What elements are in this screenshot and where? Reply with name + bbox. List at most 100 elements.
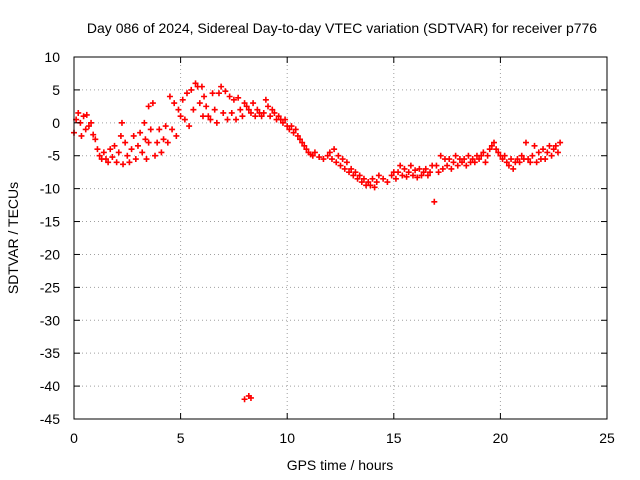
y-tick-label: -45	[40, 411, 60, 427]
data-point	[105, 159, 112, 166]
data-point	[535, 149, 542, 156]
data-point	[395, 169, 402, 176]
data-point	[311, 149, 318, 156]
y-tick-label: 0	[52, 115, 60, 131]
data-point	[550, 146, 557, 153]
x-tick-labels: 0 5 10 15 20 25	[70, 430, 615, 446]
data-point	[486, 146, 493, 153]
data-point	[215, 90, 222, 97]
data-point	[233, 116, 240, 123]
data-point	[503, 159, 510, 166]
data-point	[552, 142, 559, 149]
data-point	[88, 119, 95, 126]
data-point	[505, 162, 512, 169]
x-tick-label: 25	[599, 430, 615, 446]
data-point	[480, 149, 487, 156]
data-point	[90, 131, 97, 138]
data-point	[198, 83, 205, 90]
data-point	[412, 167, 419, 174]
data-point	[124, 152, 131, 159]
data-point	[247, 109, 254, 116]
data-point	[205, 113, 212, 120]
data-point	[260, 109, 267, 116]
data-point	[531, 142, 538, 149]
data-point	[271, 109, 278, 116]
data-point	[181, 116, 188, 123]
data-point	[141, 119, 148, 126]
data-point	[508, 156, 515, 163]
data-point	[352, 169, 359, 176]
data-point	[525, 156, 532, 163]
data-point	[230, 96, 237, 103]
data-point	[218, 83, 225, 90]
grid	[74, 57, 607, 419]
data-point	[156, 126, 163, 133]
data-point	[529, 152, 536, 159]
data-point	[118, 119, 125, 126]
data-point	[282, 116, 289, 123]
data-point	[220, 109, 227, 116]
data-point	[420, 169, 427, 176]
y-tick-labels: 10 5 0 -5 -10 -15 -20 -25 -30 -35 -40 -45	[40, 49, 60, 427]
data-point	[448, 165, 455, 172]
data-point	[401, 165, 408, 172]
data-point	[201, 93, 208, 100]
data-point	[514, 156, 521, 163]
data-point	[213, 119, 220, 126]
data-point	[111, 142, 118, 149]
data-point	[435, 169, 442, 176]
data-point	[288, 123, 295, 130]
data-point	[199, 113, 206, 120]
data-point	[209, 90, 216, 97]
y-tick-label: -25	[40, 279, 60, 295]
data-point	[367, 182, 374, 189]
data-point	[196, 100, 203, 107]
data-point	[237, 106, 244, 113]
data-point	[160, 136, 167, 143]
data-point	[360, 175, 367, 182]
data-point	[356, 172, 363, 179]
data-point	[252, 113, 259, 120]
data-point	[186, 123, 193, 130]
data-point	[427, 169, 434, 176]
x-tick-label: 20	[493, 430, 509, 446]
data-point	[211, 106, 218, 113]
y-tick-label: -10	[40, 181, 60, 197]
data-points	[71, 80, 564, 403]
data-point	[142, 136, 149, 143]
data-point	[471, 159, 478, 166]
data-point	[177, 113, 184, 120]
data-point	[207, 116, 214, 123]
data-point	[243, 103, 250, 110]
data-point	[183, 90, 190, 97]
data-point	[350, 172, 357, 179]
data-point	[324, 152, 331, 159]
data-point	[431, 198, 438, 205]
data-point	[279, 119, 286, 126]
data-point	[469, 156, 476, 163]
data-point	[488, 142, 495, 149]
data-point	[130, 132, 137, 139]
data-point	[444, 162, 451, 169]
data-point	[358, 179, 365, 186]
data-point	[262, 96, 269, 103]
data-point	[175, 106, 182, 113]
data-point	[557, 139, 564, 146]
data-point	[554, 149, 561, 156]
data-point	[245, 106, 252, 113]
y-tick-label: -30	[40, 312, 60, 328]
data-point	[482, 159, 489, 166]
data-point	[162, 123, 169, 130]
x-axis-label: GPS time / hours	[287, 457, 394, 473]
data-point	[405, 169, 412, 176]
data-point	[100, 149, 107, 156]
data-point	[373, 179, 380, 186]
data-point	[388, 172, 395, 179]
data-point	[369, 175, 376, 182]
data-point	[192, 80, 199, 87]
data-point	[446, 156, 453, 163]
data-point	[296, 136, 303, 143]
data-point	[452, 152, 459, 159]
data-point	[339, 156, 346, 163]
data-point	[120, 161, 127, 168]
